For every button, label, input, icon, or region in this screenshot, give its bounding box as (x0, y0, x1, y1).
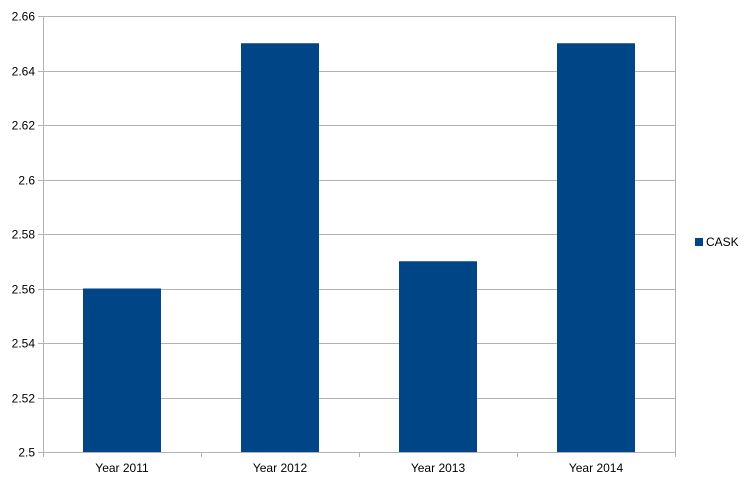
x-tick-label: Year 2014 (569, 461, 624, 475)
bar-year-2014 (557, 43, 635, 452)
legend-swatch-cask (695, 238, 703, 246)
x-tick-labels: Year 2011 Year 2012 Year 2013 Year 2014 (95, 461, 623, 475)
bars (83, 43, 635, 452)
x-tick-label: Year 2012 (253, 461, 308, 475)
x-tick-label: Year 2011 (95, 461, 149, 475)
y-tick-label: 2.62 (12, 119, 36, 133)
y-tick-label: 2.52 (12, 392, 36, 406)
y-tick-label: 2.5 (18, 446, 35, 460)
y-tick-label: 2.6 (18, 174, 35, 188)
bar-year-2013 (399, 261, 477, 452)
x-tick-label: Year 2013 (411, 461, 466, 475)
y-tick-label: 2.66 (12, 10, 36, 24)
y-tick-labels: 2.5 2.52 2.54 2.56 2.58 2.6 2.62 2.64 2.66 (12, 10, 36, 460)
legend-label-cask: CASK (706, 235, 739, 249)
y-tick-label: 2.58 (12, 228, 36, 242)
y-tick-label: 2.64 (12, 65, 36, 79)
bar-year-2012 (241, 43, 319, 452)
bar-year-2011 (83, 288, 161, 452)
y-tick-label: 2.56 (12, 283, 36, 297)
legend: CASK (695, 235, 739, 249)
y-tick-label: 2.54 (12, 337, 36, 351)
axes (43, 16, 676, 457)
